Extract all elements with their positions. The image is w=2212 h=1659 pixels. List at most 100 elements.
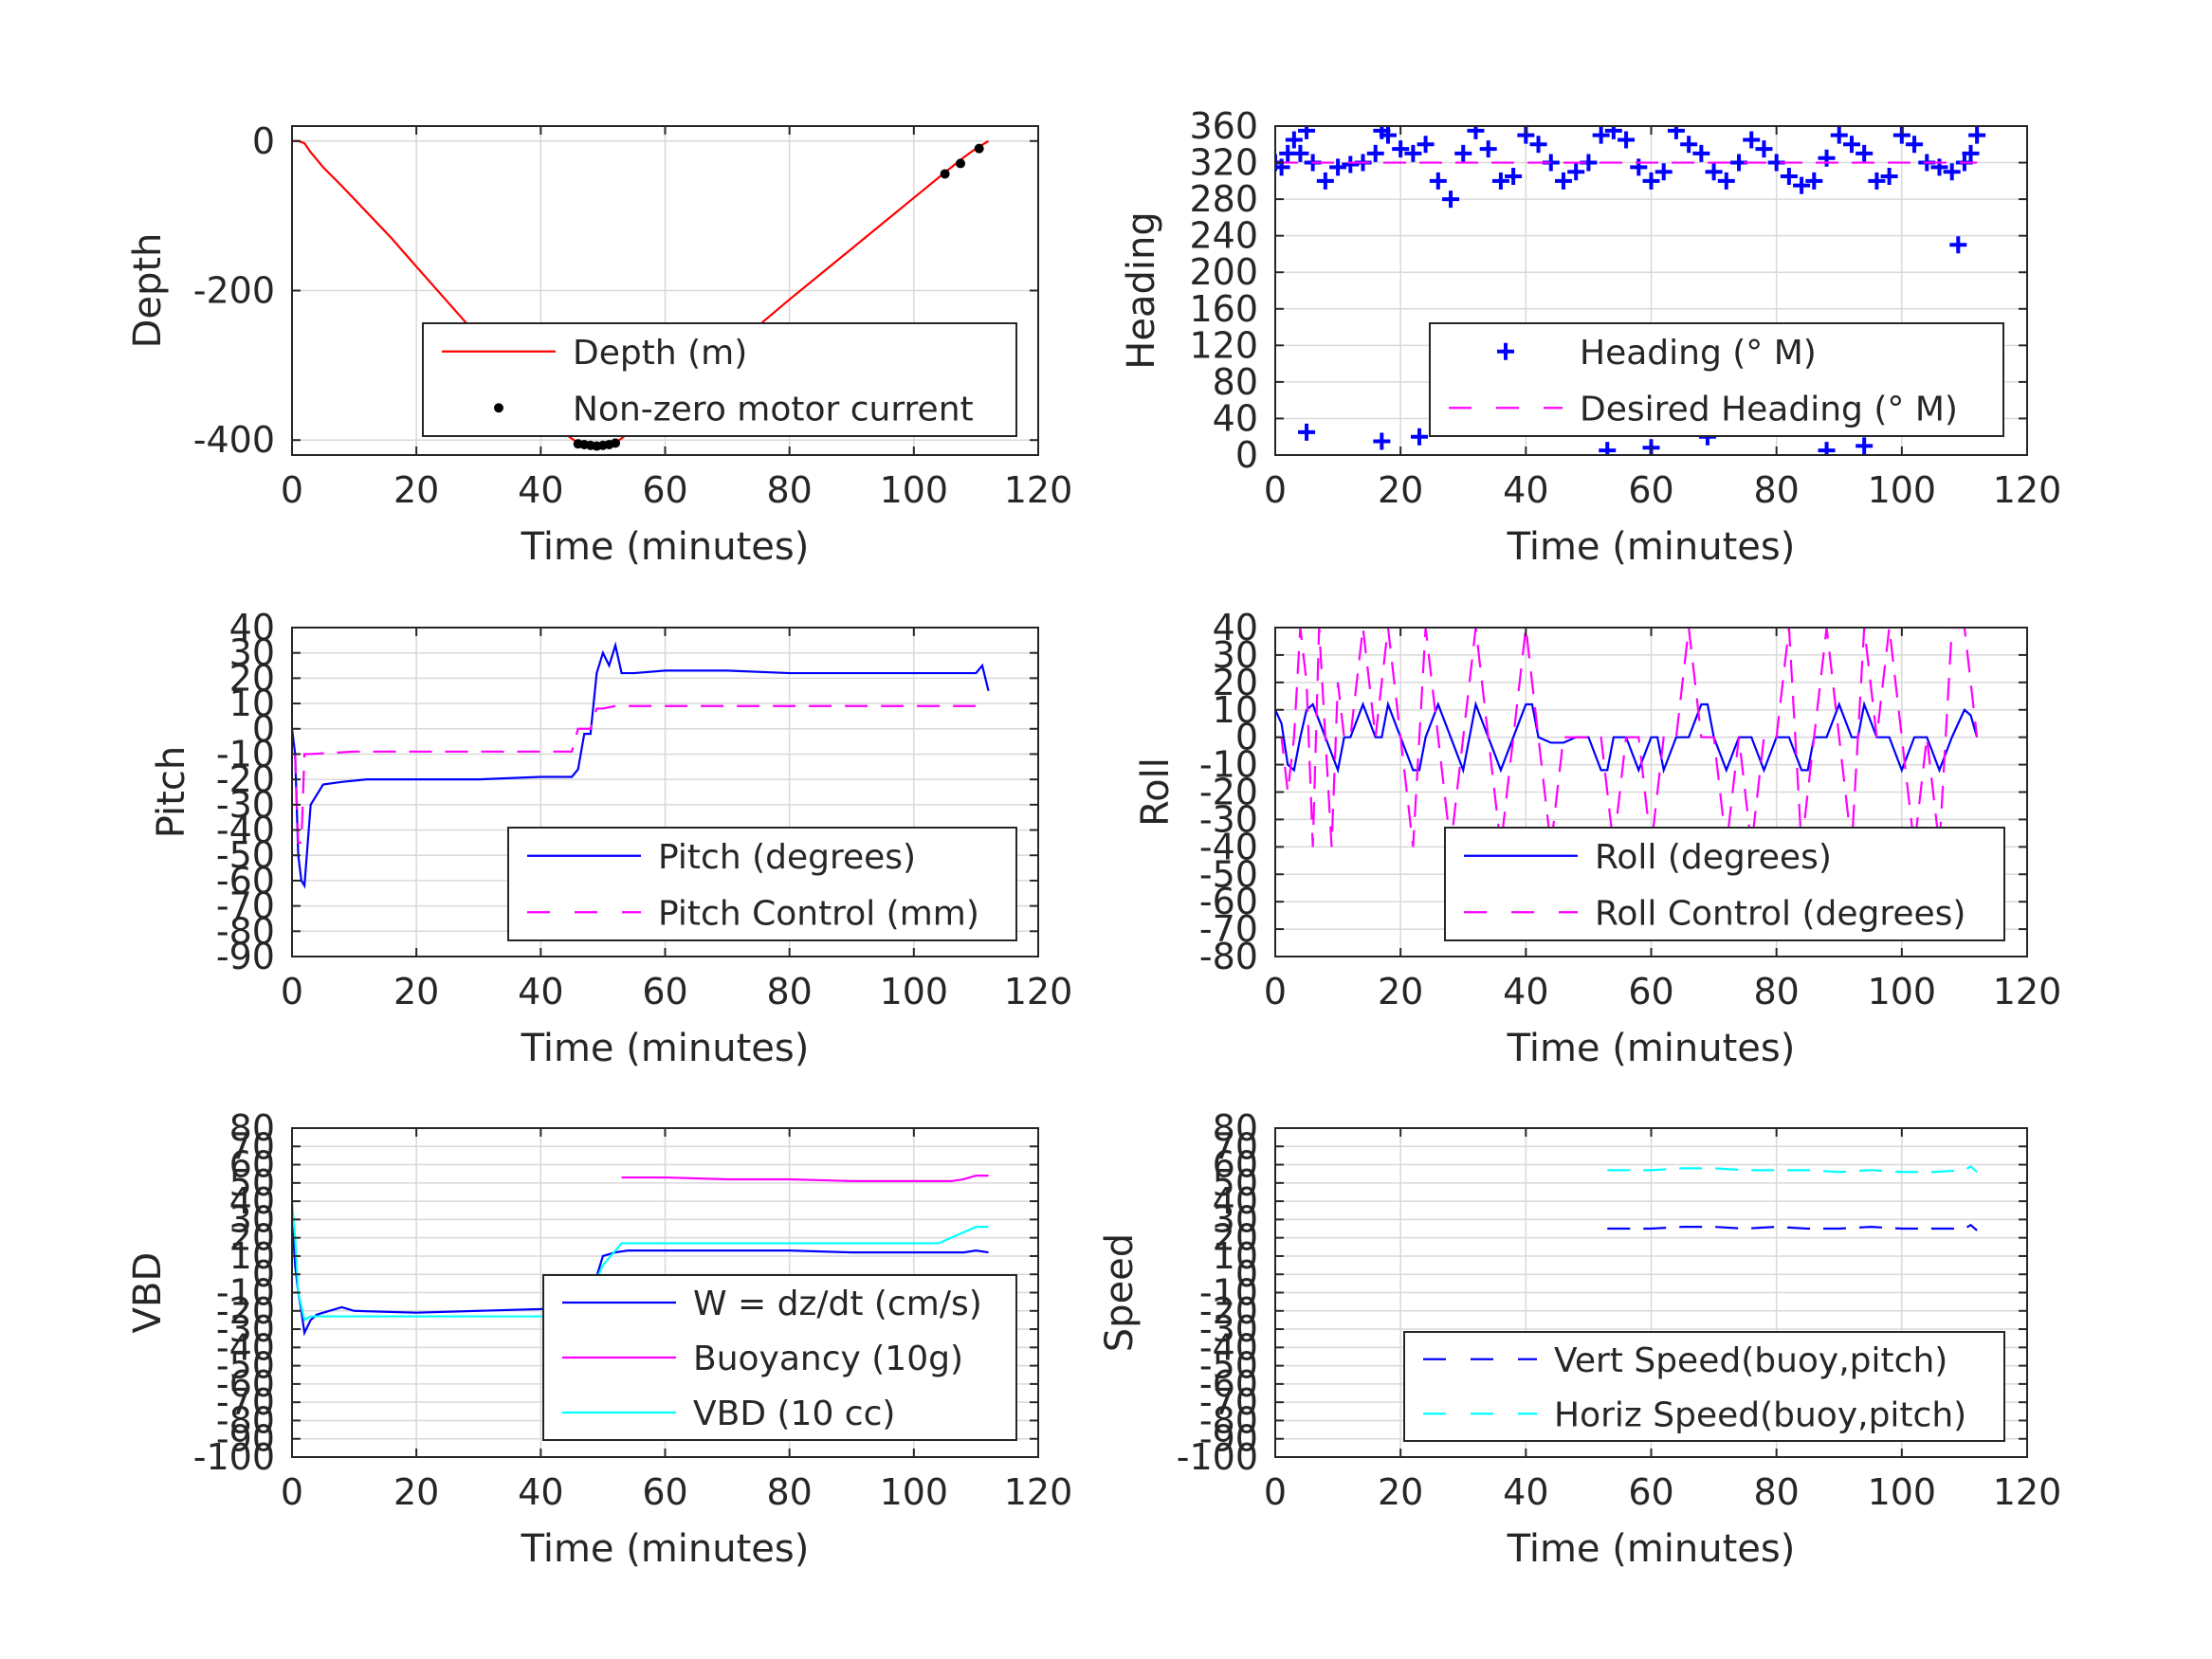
data-point [1856, 144, 1874, 162]
y-tick-label: -70 [216, 1381, 275, 1423]
data-point [1743, 131, 1761, 149]
x-tick-label: 80 [1753, 971, 1799, 1012]
data-point [1604, 126, 1622, 139]
y-tick-label: -20 [216, 1290, 275, 1332]
y-tick-label: -30 [216, 1308, 275, 1350]
series-line-1 [621, 1175, 989, 1183]
data-point [1968, 126, 1986, 144]
legend: Pitch (degrees) Pitch Control (mm) [507, 827, 1017, 941]
data-point [1404, 144, 1422, 162]
x-tick-label: 120 [1004, 1471, 1073, 1513]
x-tick-label: 60 [1628, 971, 1673, 1012]
legend-label: Desired Heading (° M) [1580, 390, 1958, 428]
y-tick-label: -90 [1199, 1418, 1258, 1460]
x-tick-label: 0 [281, 1471, 303, 1513]
legend-box [1444, 827, 2005, 941]
y-tick-label: 0 [1235, 1253, 1258, 1295]
x-tick-label: 0 [281, 469, 303, 511]
x-tick-label: 120 [1004, 971, 1073, 1012]
x-tick-label: 0 [1264, 971, 1287, 1012]
y-tick-label: -80 [1199, 1399, 1258, 1441]
y-tick-label: 40 [1213, 607, 1258, 648]
data-point [1805, 172, 1823, 190]
series-line-1 [1275, 628, 1979, 848]
data-point [1373, 432, 1391, 450]
y-tick-label: 200 [1189, 251, 1258, 293]
legend: W = dz/dt (cm/s) Buoyancy (10g) VBD (10 cc… [542, 1274, 1017, 1441]
data-point [1410, 428, 1428, 446]
x-tick-label: 0 [1264, 469, 1287, 511]
data-point [1329, 158, 1347, 176]
y-tick-label: 10 [229, 683, 275, 724]
x-axis-label: Time (minutes) [521, 1527, 810, 1571]
y-tick-label: 40 [229, 607, 275, 648]
data-point [1417, 136, 1435, 154]
legend-label: Pitch (degrees) [658, 838, 916, 877]
x-tick-label: 40 [1503, 971, 1548, 1012]
data-point [1692, 144, 1710, 162]
data-point [1442, 191, 1460, 209]
data-point [1630, 158, 1648, 176]
y-tick-label: -30 [216, 784, 275, 826]
y-tick-label: 0 [252, 1253, 275, 1295]
series-line-1 [1607, 1165, 1978, 1174]
y-tick-label: 0 [1235, 434, 1258, 476]
data-point [1880, 168, 1898, 186]
series-line-0 [292, 641, 990, 889]
y-tick-label: 10 [229, 1235, 275, 1277]
chart-roll: 0 20 40 60 80 100 120-80-70-60-50-40-30-20-100… [1134, 607, 2061, 1070]
chart-heading: 0 20 40 60 80 100 1200408012016020024028032036… [1120, 105, 2061, 569]
y-tick-label: 20 [229, 1217, 275, 1259]
legend-box [1403, 1331, 2005, 1442]
data-point [1291, 144, 1309, 162]
y-tick-label: 30 [1213, 634, 1258, 676]
x-tick-label: 0 [1264, 1471, 1287, 1513]
y-tick-label: 10 [1213, 1235, 1258, 1277]
y-tick-label: -50 [216, 834, 275, 876]
data-point [1618, 131, 1636, 149]
y-tick-label: -70 [216, 885, 275, 927]
data-point [1491, 172, 1509, 190]
legend: Roll (degrees) Roll Control (degrees) [1444, 827, 2005, 941]
y-axis-label: Depth [126, 233, 170, 349]
y-tick-label: -80 [1199, 936, 1258, 977]
chart-speed: 0 20 40 60 80 100 120-100-90-80-70-60-50-40-30… [1098, 1107, 2061, 1571]
y-tick-label: -40 [1199, 826, 1258, 867]
data-point [1780, 168, 1798, 186]
x-tick-label: 100 [1868, 971, 1937, 1012]
legend-label: VBD (10 cc) [693, 1395, 895, 1433]
x-axis-label: Time (minutes) [1507, 1027, 1796, 1070]
y-tick-label: 30 [1213, 1198, 1258, 1240]
y-tick-label: -100 [193, 1436, 275, 1478]
y-tick-label: 20 [1213, 662, 1258, 703]
x-tick-label: 80 [1753, 469, 1799, 511]
y-tick-label: 0 [252, 708, 275, 750]
legend-label: Depth (m) [573, 334, 747, 373]
legend-box [507, 827, 1017, 941]
y-tick-label: -60 [216, 860, 275, 902]
y-tick-label: 80 [1213, 1107, 1258, 1149]
data-point [1830, 126, 1848, 144]
y-tick-label: 50 [1213, 1162, 1258, 1204]
data-point [1316, 172, 1334, 190]
x-tick-label: 80 [766, 971, 812, 1012]
y-tick-label: 0 [252, 120, 275, 162]
legend-label: Non-zero motor current [573, 390, 974, 428]
x-tick-label: 40 [1503, 1471, 1548, 1513]
y-tick-label: -30 [1199, 798, 1258, 840]
series-line-0 [1275, 700, 1979, 775]
y-tick-label: 80 [1213, 361, 1258, 403]
x-tick-label: 60 [1628, 469, 1673, 511]
x-tick-label: 20 [393, 971, 439, 1012]
x-axis-label: Time (minutes) [521, 525, 810, 569]
y-axis-label: Heading [1120, 211, 1163, 369]
chart-depth: 0 20 40 60 80 100 120 -400 -200 0 Time (minutes) De… [126, 120, 1072, 569]
y-axis-label: Roll [1134, 757, 1178, 827]
x-tick-label: 40 [518, 971, 563, 1012]
y-tick-label: 20 [1213, 1217, 1258, 1259]
x-tick-label: 100 [880, 1471, 949, 1513]
y-tick-label: -60 [216, 1363, 275, 1405]
y-tick-label: -40 [1199, 1326, 1258, 1368]
x-tick-label: 120 [1993, 971, 2062, 1012]
y-tick-label: -20 [216, 758, 275, 800]
